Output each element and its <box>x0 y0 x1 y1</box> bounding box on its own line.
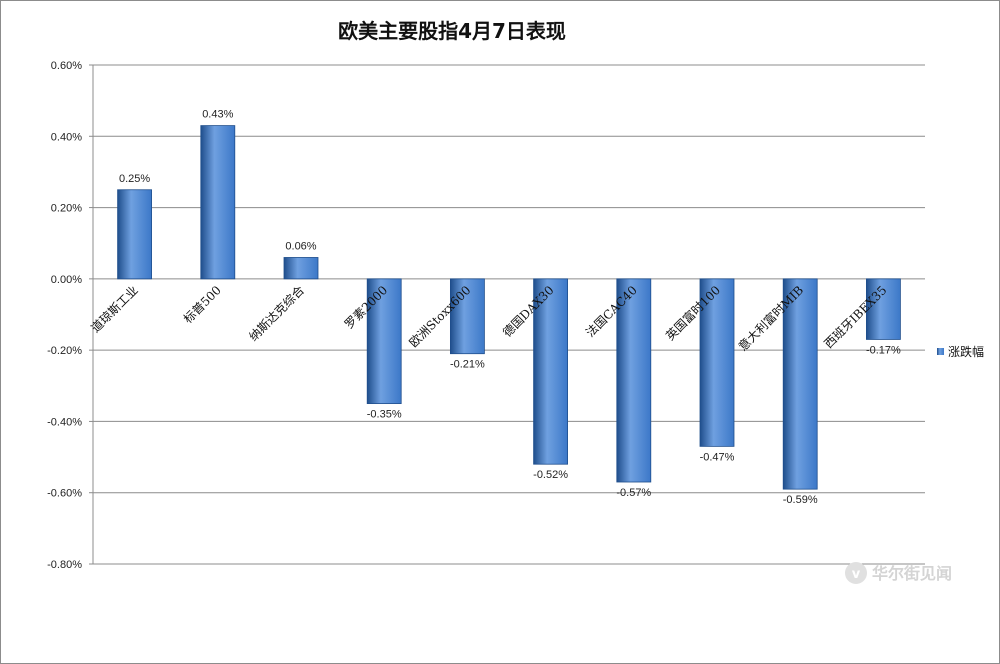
wallstreetcn-logo-icon <box>845 562 867 584</box>
y-tick-label: -0.20% <box>47 345 82 357</box>
category-label: 标普500 <box>181 283 224 326</box>
bar <box>866 278 901 340</box>
bar <box>449 278 485 355</box>
data-label: -0.35% <box>367 409 402 421</box>
category-label: 纳斯达克综合 <box>246 282 308 344</box>
chart-title: 欧美主要股指4月7日表现 <box>338 19 566 43</box>
y-tick-label: 0.20% <box>51 203 82 215</box>
watermark: v 华尔街见闻 <box>845 562 952 584</box>
data-labels: 0.25% 0.43% 0.06% -0.35% -0.21% -0.52% -0.57% -… <box>119 109 901 507</box>
data-label: 0.06% <box>285 240 316 252</box>
y-axis: 0.60% 0.40% 0.20% 0.00% -0.20% -0.40% -0.60% -0… <box>47 60 94 571</box>
data-label: -0.17% <box>866 344 901 356</box>
data-label: -0.59% <box>783 494 818 506</box>
category-labels: 道琼斯工业 标普500 纳斯达克综合 罗素2000 欧洲Stoxx600 德国DAX30 法… <box>88 282 890 353</box>
data-label: -0.52% <box>533 469 568 481</box>
bar <box>533 278 568 465</box>
bar <box>117 189 152 280</box>
legend: 涨跌幅 <box>937 344 984 359</box>
category-label: 道琼斯工业 <box>88 282 141 335</box>
bar <box>699 278 735 447</box>
data-label: -0.57% <box>616 487 651 499</box>
y-tick-label: 0.60% <box>51 60 82 72</box>
watermark-text: 华尔街见闻 <box>872 564 952 583</box>
y-tick-label: -0.40% <box>47 416 82 428</box>
bar <box>283 257 319 280</box>
legend-label: 涨跌幅 <box>948 344 984 359</box>
data-label: -0.21% <box>450 359 485 371</box>
data-label: -0.47% <box>700 451 735 463</box>
bar <box>616 278 652 483</box>
data-label: 0.43% <box>202 109 233 121</box>
bar-series <box>117 125 901 490</box>
legend-swatch <box>937 348 944 355</box>
y-tick-label: -0.60% <box>47 488 82 500</box>
logo-glyph: v <box>852 567 861 582</box>
bar <box>200 125 236 280</box>
bar <box>782 278 818 490</box>
data-label: 0.25% <box>119 173 150 185</box>
y-tick-label: 0.40% <box>51 131 82 143</box>
y-tick-label: -0.80% <box>47 559 82 571</box>
y-tick-label: 0.00% <box>51 274 82 286</box>
bar <box>366 278 402 405</box>
